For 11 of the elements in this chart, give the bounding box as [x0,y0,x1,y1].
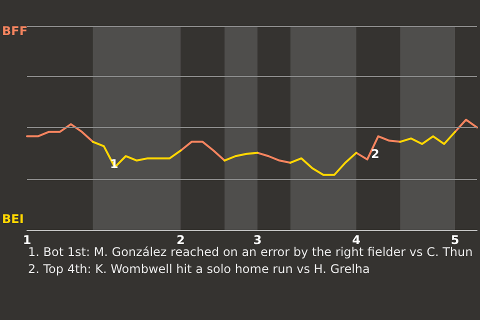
x-tick-label: 5 [450,233,460,247]
text: BEI [2,212,24,226]
text: BFF [2,24,28,38]
text: 1. Bot 1st: M. González reached on an error by the right fielder vs C. Thun [28,245,473,259]
annotation: 2 [371,147,380,161]
annotation: 1 [110,157,118,171]
x-tick-label: 4 [352,233,360,247]
text: 2. Top 4th: K. Wombwell hit a solo home run vs H. Grelha [28,262,370,276]
x-tick-label: 2 [176,233,185,247]
x-tick-label: 3 [253,233,262,247]
x-tick-label: 1 [22,233,32,247]
